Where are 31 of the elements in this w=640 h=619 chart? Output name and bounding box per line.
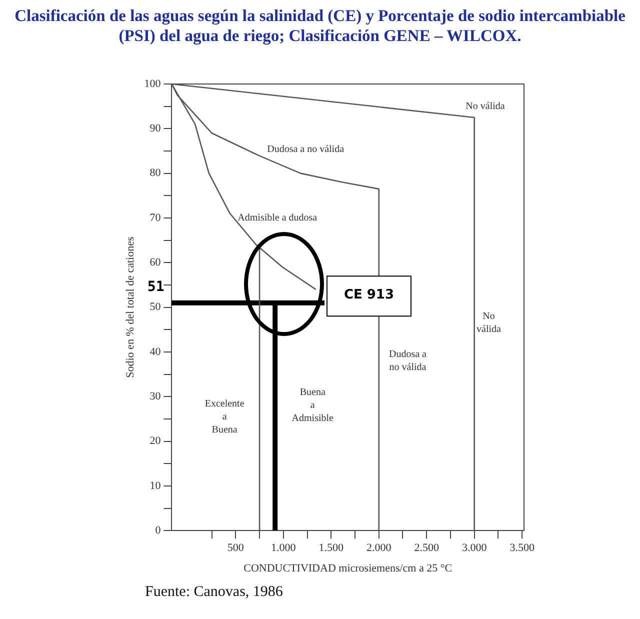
y-tick-label: 0 — [155, 524, 162, 536]
y-tick-label: 40 — [150, 346, 162, 358]
y-tick-label: 50 — [150, 301, 162, 314]
x-tick-label: 1.500 — [318, 542, 344, 554]
y-tick-label: 90 — [150, 122, 162, 135]
annotation: No válida — [466, 100, 506, 112]
chart-title: Clasificación de las aguas según la salinidad (CE) y Porcentaje de sodio intercambiable (PSI) del agua de riego; Clasificación GENE – WILCOX. — [14, 6, 626, 46]
x-tick-label: 3.500 — [510, 542, 535, 554]
annotation: Buena a Admisible — [292, 387, 334, 424]
annotation: CE 913 — [344, 288, 394, 303]
annotation: Admisible a dudosa — [238, 212, 318, 224]
y-tick-label: 100 — [144, 78, 162, 90]
annotation: Dudosa a no válida — [388, 349, 428, 374]
y-tick-label: 70 — [150, 212, 162, 224]
x-tick-label: 500 — [227, 542, 244, 554]
source-note: Fuente: Canovas, 1986 — [145, 584, 284, 600]
y-tick-label: 60 — [150, 256, 162, 269]
x-tick-label: 1.000 — [271, 542, 296, 554]
annotation: Dudosa a no válida — [267, 144, 345, 155]
x-tick-label: 2.500 — [414, 542, 440, 554]
y-axis-title: Sodio en % del total de cationes — [124, 236, 136, 378]
y-tick-label: 10 — [150, 480, 162, 492]
y-tick-label: 30 — [150, 390, 162, 403]
x-tick-label: 2.000 — [366, 542, 392, 554]
x-tick-label: 3.000 — [462, 542, 488, 554]
annotation: Excelente a Buena — [204, 398, 245, 436]
annotation: No válida — [476, 311, 502, 336]
x-axis-title: CONDUCTIVIDAD microsiemens/cm a 25 °C — [244, 562, 452, 574]
y-tick-label: 20 — [150, 435, 162, 448]
y-tick-label: 80 — [150, 167, 162, 180]
text: 51 — [147, 278, 164, 295]
